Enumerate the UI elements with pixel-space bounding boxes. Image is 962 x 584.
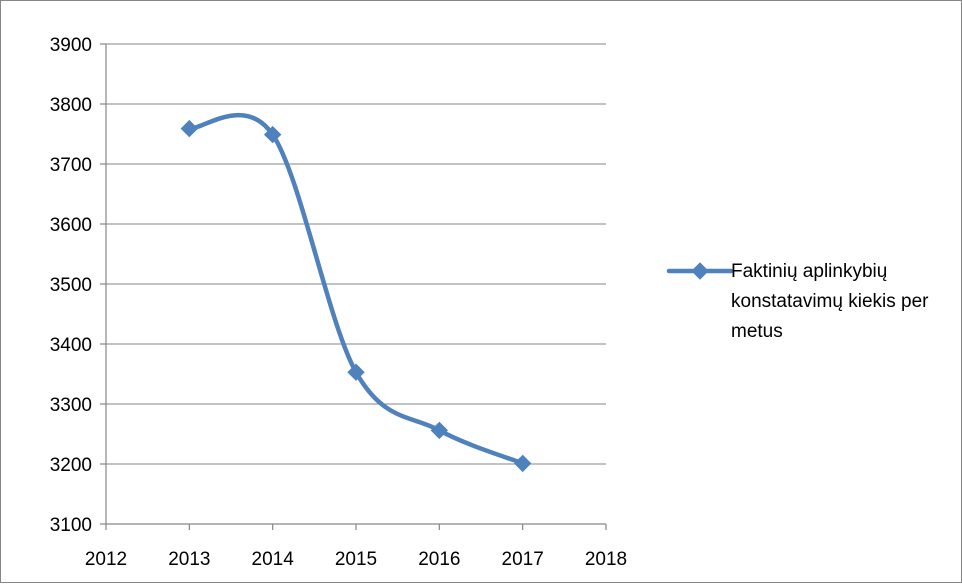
series-line [187, 112, 525, 466]
legend-label: Faktinių aplinkybių konstatavimų kiekis … [731, 261, 929, 342]
y-tick-label: 3500 [50, 275, 92, 296]
axes [100, 43, 607, 530]
tick-labels: 3100 3200 3300 3400 3500 3600 3700 3800 3900 2012… [50, 35, 627, 570]
x-tick-label: 2014 [252, 549, 295, 570]
data-point-2015 [347, 363, 365, 381]
x-tick-label: 2018 [585, 549, 627, 570]
y-tick-label: 3100 [50, 515, 92, 536]
x-tick-label: 2017 [502, 549, 544, 570]
legend-marker [691, 262, 709, 280]
y-tick-label: 3300 [50, 395, 92, 416]
y-tick-label: 3200 [50, 455, 92, 476]
x-tick-label: 2016 [418, 549, 460, 570]
y-tick-label: 3400 [50, 335, 92, 356]
data-point-2016 [430, 421, 449, 440]
y-tick-label: 3900 [50, 35, 92, 56]
y-tick-label: 3800 [50, 95, 92, 116]
y-tick-label: 3700 [50, 155, 92, 176]
x-tick-label: 2013 [168, 549, 210, 570]
y-tick-label: 3600 [50, 215, 92, 236]
data-point-2017 [513, 454, 532, 473]
x-tick-label: 2015 [335, 549, 377, 570]
data-point-2013 [180, 119, 199, 138]
series [180, 112, 532, 473]
x-tick-label: 2012 [85, 549, 127, 570]
legend [666, 262, 734, 280]
data-point-2014 [263, 125, 282, 144]
gridlines [106, 43, 606, 465]
